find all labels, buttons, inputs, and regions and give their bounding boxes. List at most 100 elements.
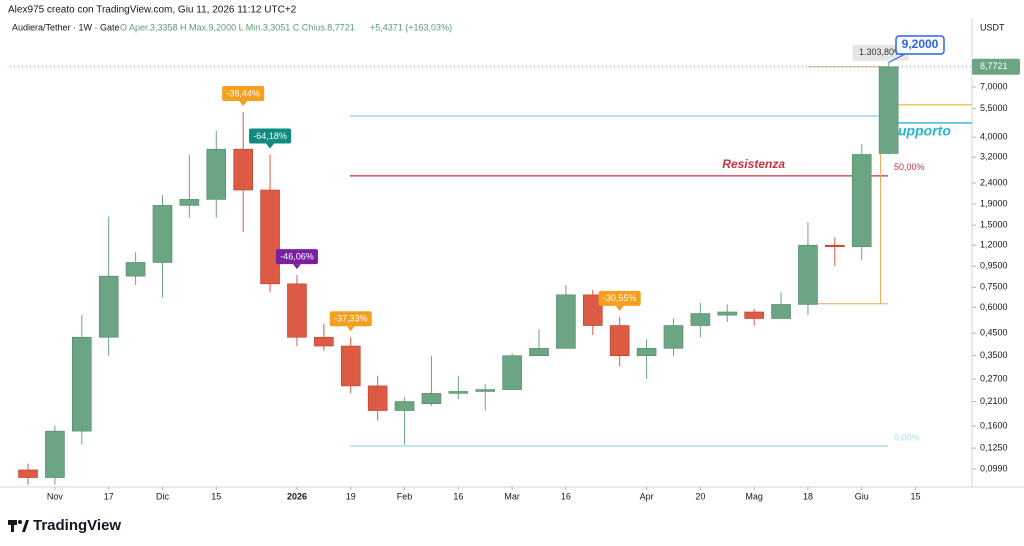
candle-body xyxy=(72,336,92,432)
candle-body xyxy=(98,275,119,338)
x-tick-label: 17 xyxy=(104,491,114,501)
x-tick-label: Giu xyxy=(855,491,869,501)
annotation-box xyxy=(249,128,292,144)
x-tick-label: Dic xyxy=(156,491,169,501)
y-tick-label: 1,5000 xyxy=(980,220,1008,230)
annotation-label: -30,55% xyxy=(603,293,637,303)
candle-body xyxy=(878,66,899,154)
candle-body xyxy=(851,154,872,248)
callout-box xyxy=(895,35,945,55)
candle-body xyxy=(18,469,38,478)
candle-body xyxy=(529,348,549,357)
annotation-box xyxy=(598,290,641,306)
x-tick-label: Apr xyxy=(640,491,654,501)
x-tick-label: 16 xyxy=(453,491,463,501)
candle-body xyxy=(717,311,738,316)
candle-body xyxy=(663,325,684,349)
level-label: Resistenza xyxy=(722,157,785,171)
candle-body xyxy=(260,189,280,285)
x-tick-label: 15 xyxy=(211,491,221,501)
candle-body xyxy=(45,430,65,478)
candle-body xyxy=(475,389,496,392)
callout-pointer xyxy=(888,53,906,63)
annotation-pointer xyxy=(266,143,275,149)
annotation-pointer xyxy=(292,264,301,270)
annotation-pointer xyxy=(615,305,624,311)
y-tick-label: 0,9500 xyxy=(980,261,1008,271)
candle-body xyxy=(744,311,764,319)
x-tick-label: 18 xyxy=(803,491,813,501)
y-tick-label: 1,2000 xyxy=(980,240,1008,250)
y-tick-label: 0,1600 xyxy=(980,420,1008,430)
change-legend: +5,4371 (+163,03%) xyxy=(370,22,452,32)
x-tick-label: 15 xyxy=(911,491,921,501)
x-tick-label: 16 xyxy=(561,491,571,501)
y-tick-label: 0,6000 xyxy=(980,302,1008,312)
annotation-box xyxy=(275,249,318,265)
annotation-label: -46,06% xyxy=(280,251,314,261)
annotation-label: -38,44% xyxy=(226,88,260,98)
candle-body xyxy=(125,262,146,277)
y-tick-label: 0,7500 xyxy=(980,282,1008,292)
brand-name: TradingView xyxy=(33,517,121,534)
annotation-pointer xyxy=(346,326,355,332)
y-tick-label: 0,3500 xyxy=(980,350,1008,360)
candle-body xyxy=(556,294,576,349)
candle-body xyxy=(771,304,791,319)
candle-body xyxy=(152,205,173,263)
y-tick-label: 2,4000 xyxy=(980,177,1008,187)
author-line: Alex975 creato con TradingView.com, Giu … xyxy=(8,5,297,16)
annotation-box xyxy=(222,85,265,101)
last-price-box xyxy=(972,58,1020,75)
currency: USDT xyxy=(980,22,1005,32)
y-tick-label: 0,4500 xyxy=(980,328,1008,338)
y-tick-label: 4,0000 xyxy=(980,132,1008,142)
measure-label: 1.303,80% xyxy=(859,47,902,57)
candle-body xyxy=(636,348,657,357)
callout-label: 9,2000 xyxy=(902,37,939,51)
y-tick-label: 5,5000 xyxy=(980,103,1008,113)
y-tick-label: 0,0990 xyxy=(980,463,1008,473)
y-tick-label: 1,9000 xyxy=(980,198,1008,208)
level-percent: 50,00% xyxy=(894,162,925,172)
candle-body xyxy=(582,294,603,326)
candle-body xyxy=(206,148,227,200)
candle-body xyxy=(179,199,200,206)
level-label: upporto xyxy=(898,123,951,139)
level-percent: 0,00% xyxy=(894,432,920,442)
annotation-box xyxy=(329,311,372,327)
annotation-label: -37,33% xyxy=(334,314,368,324)
candle-body xyxy=(609,325,630,357)
y-tick-label: 7,0000 xyxy=(980,81,1008,91)
candle-body xyxy=(287,283,307,338)
candle-body xyxy=(798,244,818,305)
x-tick-label: Mar xyxy=(504,491,520,501)
candle-body xyxy=(690,313,711,326)
candle-body xyxy=(340,345,361,387)
x-tick-label: 19 xyxy=(346,491,356,501)
candle-body xyxy=(502,355,522,390)
chart-title: Audiera/Tether · 1W · Gate xyxy=(12,22,120,32)
y-tick-label: 3,2000 xyxy=(980,152,1008,162)
y-tick-label: 0,2700 xyxy=(980,373,1008,383)
ohlc-legend: O Aper.3,3358 H Max.9,2000 L Min.3,3051 … xyxy=(120,22,355,32)
x-tick-label: Mag xyxy=(745,491,763,501)
x-tick-label: 2026 xyxy=(287,491,307,501)
candle-body xyxy=(233,148,253,191)
y-tick-label: 0,1250 xyxy=(980,442,1008,452)
x-tick-label: Feb xyxy=(397,491,413,501)
candle-body xyxy=(394,401,415,411)
brand-logo xyxy=(8,520,29,532)
candle-body xyxy=(314,336,334,347)
measure-box xyxy=(852,44,909,61)
x-tick-label: 20 xyxy=(695,491,705,501)
x-tick-label: Nov xyxy=(47,491,64,501)
candle-body xyxy=(448,391,469,394)
y-tick-label: 0,2100 xyxy=(980,396,1008,406)
annotation-pointer xyxy=(239,100,248,106)
candle-body xyxy=(421,393,442,405)
candle-body xyxy=(825,244,845,248)
last-price-label: 8,7721 xyxy=(980,61,1008,71)
